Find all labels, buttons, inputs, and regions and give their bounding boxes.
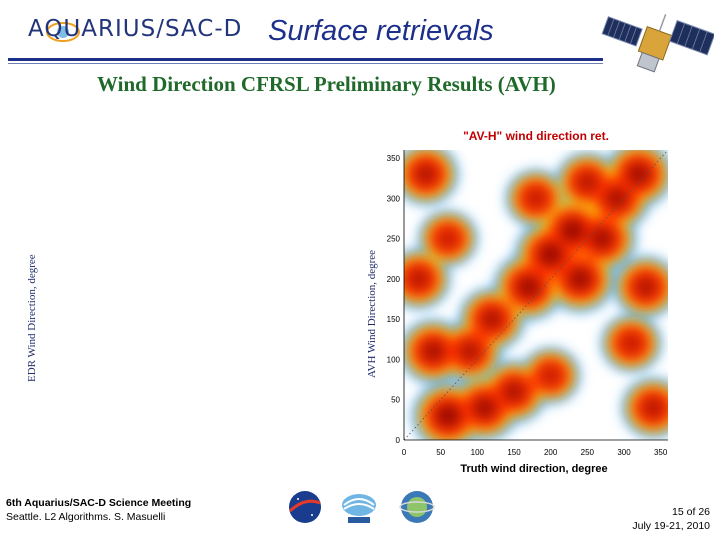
footer-page-info: 15 of 26 July 19-21, 2010 — [632, 505, 710, 533]
x-tick-label: 150 — [507, 448, 521, 457]
density-blob — [537, 242, 564, 268]
density-blob — [567, 266, 593, 291]
density-blob — [502, 380, 526, 404]
x-tick-labels: 0 50 100 150 200 250 300 350 — [402, 448, 668, 457]
logo-swoosh-icon — [46, 22, 80, 42]
density-blob — [634, 275, 658, 299]
density-blob — [604, 186, 629, 210]
density-blob — [515, 274, 542, 300]
density-blob — [589, 226, 615, 251]
density-blob — [575, 171, 599, 194]
title-underline-thin — [8, 63, 603, 64]
density-blob — [559, 218, 586, 243]
density-blob — [435, 403, 461, 429]
conae-logo-icon — [342, 494, 376, 523]
x-tick-label: 50 — [436, 448, 445, 457]
x-tick-label: 200 — [544, 448, 558, 457]
density-blob — [437, 228, 459, 249]
density-blob — [620, 332, 643, 354]
meeting-details: Seattle. L2 Algorithms. S. Masuelli — [6, 511, 166, 523]
x-axis-label: Truth wind direction, degree — [460, 463, 607, 475]
page-number: 15 of 26 — [672, 506, 710, 518]
x-tick-label: 350 — [654, 448, 668, 457]
density-blob — [641, 396, 665, 419]
density-blob — [540, 365, 562, 386]
nasa-logo-icon — [288, 491, 321, 523]
y-tick-label: 300 — [387, 194, 401, 203]
density-blob — [480, 307, 504, 331]
y-tick-label: 250 — [387, 235, 401, 244]
y-tick-label: 200 — [387, 275, 401, 284]
y-tick-label: 150 — [387, 315, 401, 324]
chart-title: "AV-H" wind direction ret. — [463, 129, 609, 143]
x-tick-label: 250 — [581, 448, 595, 457]
y-tick-label: 0 — [396, 436, 401, 445]
edr-axis-label: EDR Wind Direction, degree — [26, 254, 38, 382]
y-tick-labels: 0 50 100 150 200 250 300 350 — [387, 154, 401, 445]
logo-text: AQUARIUS/SAC-D — [28, 16, 243, 42]
y-tick-label: 50 — [391, 396, 400, 405]
meeting-dates: July 19-21, 2010 — [632, 520, 710, 532]
x-tick-label: 0 — [402, 448, 407, 457]
x-tick-label: 300 — [617, 448, 631, 457]
aquarius-sacd-logo: AQUARIUS/SAC-D — [10, 14, 250, 48]
satellite-emblem-logo-icon — [399, 491, 435, 523]
density-blob — [458, 340, 482, 363]
density-layer-3 — [407, 162, 665, 429]
y-tick-label: 100 — [387, 355, 401, 364]
density-blob — [414, 163, 438, 186]
heatmap-svg: "AV-H" wind direction ret. 0 50 100 150 200 2… — [387, 129, 669, 475]
y-tick-label: 350 — [387, 154, 401, 163]
meeting-name: 6th Aquarius/SAC-D Science Meeting — [6, 497, 192, 509]
density-blob — [525, 187, 547, 209]
footer-meeting-info: 6th Aquarius/SAC-D Science Meeting Seatt… — [6, 496, 191, 524]
wind-direction-chart: "AV-H" wind direction ret. 0 50 100 150 200 2… — [362, 122, 682, 482]
slide-title: Surface retrievals — [268, 15, 494, 47]
slide-subtitle: Wind Direction CFRSL Preliminary Results… — [97, 72, 556, 96]
density-blob — [472, 395, 498, 420]
density-layer — [404, 150, 668, 440]
title-underline — [8, 58, 603, 61]
reference-diagonal — [403, 149, 669, 441]
density-blob — [421, 339, 446, 363]
density-blob — [407, 268, 431, 290]
x-tick-label: 100 — [471, 448, 485, 457]
density-blob — [626, 162, 652, 187]
satellite-icon — [601, 13, 714, 73]
